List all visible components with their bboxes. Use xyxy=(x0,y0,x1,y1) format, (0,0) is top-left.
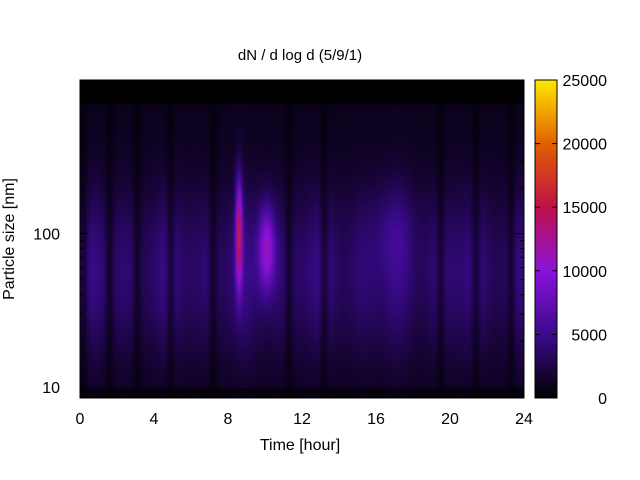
colorbar-tick-label: 0 xyxy=(598,391,607,408)
y-axis: 10 100 xyxy=(33,86,524,397)
y-tick-label: 100 xyxy=(33,227,60,244)
y-axis-title: Particle size [nm] xyxy=(1,178,18,300)
x-tick-label: 8 xyxy=(224,411,233,428)
x-tick-label: 24 xyxy=(515,411,533,428)
x-axis-title: Time [hour] xyxy=(260,437,340,454)
x-tick-label: 16 xyxy=(367,411,385,428)
colorbar-tick-label: 25000 xyxy=(563,73,608,90)
chart-title: dN / d log d (5/9/1) xyxy=(238,47,362,64)
plot-area xyxy=(79,79,525,399)
colorbar-gradient xyxy=(534,79,558,399)
x-tick-label: 4 xyxy=(150,411,159,428)
colorbar-ticks: 0 5000 10000 15000 20000 25000 xyxy=(535,73,607,408)
x-tick-label: 12 xyxy=(293,411,311,428)
heatmap-cells xyxy=(80,80,524,398)
colorbar: 0 5000 10000 15000 20000 25000 xyxy=(534,73,607,408)
x-axis: 0 4 8 12 16 20 24 xyxy=(76,80,533,428)
colorbar-tick-label: 20000 xyxy=(563,137,608,154)
x-tick-label: 20 xyxy=(441,411,459,428)
x-tick-label: 0 xyxy=(76,411,85,428)
y-tick-label: 10 xyxy=(42,380,60,397)
colorbar-tick-label: 15000 xyxy=(563,200,608,217)
colorbar-tick-label: 10000 xyxy=(563,264,608,281)
colorbar-tick-label: 5000 xyxy=(571,327,607,344)
